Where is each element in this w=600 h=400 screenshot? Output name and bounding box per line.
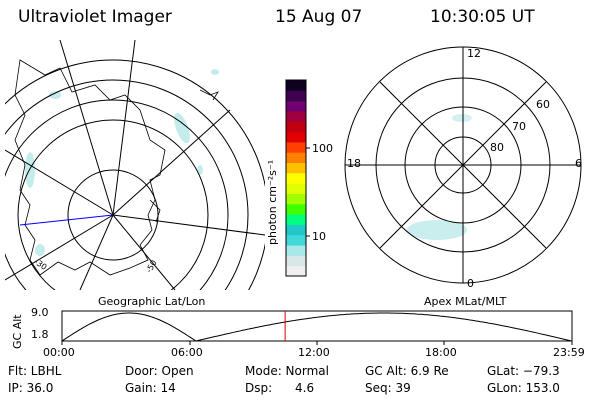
apex-panel-label: Apex MLat/MLT (424, 295, 507, 308)
aurora-emission (25, 69, 219, 256)
info-gc-alt: GC Alt: 6.9 Re (365, 364, 449, 378)
antarctica-coastline (14, 59, 166, 276)
longitude-lines (5, 39, 265, 290)
colorbar-segment (286, 234, 306, 246)
mlat-label-70: 70 (512, 120, 526, 133)
instrument-title: Ultraviolet Imager (18, 7, 172, 27)
colorbar-unit-label: photon cm⁻²s⁻¹ (266, 159, 279, 245)
colorbar-segment (286, 121, 306, 133)
colorbar-segment (286, 214, 306, 225)
info-seq: Seq: 39 (365, 381, 411, 395)
alt-xtick-1200: 12:00 (298, 346, 330, 359)
info-door: Door: Open (125, 364, 194, 378)
info-gain: Gain: 14 (125, 381, 176, 395)
colorbar-segment (286, 172, 306, 184)
info-mode: Mode: Normal (245, 364, 329, 378)
alt-ytick-max: 9.0 (31, 306, 49, 319)
info-filter: Flt: LBHL (8, 364, 62, 378)
mlt-dial (344, 46, 582, 284)
colorbar-segment (286, 183, 306, 194)
mlt-label-0: 0 (467, 277, 474, 290)
alt-ytick-min: 1.8 (31, 328, 49, 341)
colorbar-segment (286, 255, 306, 267)
info-dsp: Dsp: 4.6 (245, 381, 315, 395)
mlt-label-6: 6 (575, 157, 582, 170)
altitude-plot (61, 310, 573, 345)
mlt-label-12: 12 (467, 47, 481, 60)
colorbar-tick-10: 10 (312, 230, 326, 243)
alt-xtick-1800: 18:00 (425, 346, 457, 359)
colorbar-segment (286, 80, 306, 91)
alt-ylabel: GC Alt (11, 314, 24, 349)
colorbar-tick-100: 100 (312, 142, 333, 155)
alt-xtick-2359: 23:59 (553, 346, 585, 359)
mlt-label-18: 18 (347, 157, 361, 170)
colorbar-segment (286, 100, 306, 112)
colorbar-segment (286, 193, 306, 205)
colorbar-segment (286, 141, 306, 153)
colorbar-segment (286, 110, 306, 122)
colorbar-segment (286, 203, 306, 215)
colorbar-segment (286, 152, 306, 164)
colorbar-segment (286, 131, 306, 143)
altitude-curve (61, 312, 573, 342)
mlat-label-60: 60 (536, 98, 550, 111)
alt-xtick-0600: 06:00 (171, 346, 203, 359)
colorbar-segment (286, 265, 306, 277)
colorbar-segment (286, 245, 306, 256)
colorbar-segment (286, 162, 306, 174)
geographic-map (5, 39, 265, 290)
latitude-circles (5, 59, 265, 290)
colorbar-segment (286, 224, 306, 236)
geographic-panel-label: Geographic Lat/Lon (98, 295, 206, 308)
date-label: 15 Aug 07 (275, 7, 363, 27)
alt-xtick-0000: 00:00 (43, 346, 75, 359)
colorbar-segment (286, 90, 306, 102)
satellite-direction-line (19, 214, 114, 226)
info-glat: GLat: −79.3 (487, 364, 560, 378)
mlat-label-80: 80 (490, 141, 504, 154)
time-label: 10:30:05 UT (430, 7, 535, 27)
info-ip: IP: 36.0 (8, 381, 54, 395)
color-bar (286, 80, 306, 277)
info-glon: GLon: 153.0 (487, 381, 560, 395)
